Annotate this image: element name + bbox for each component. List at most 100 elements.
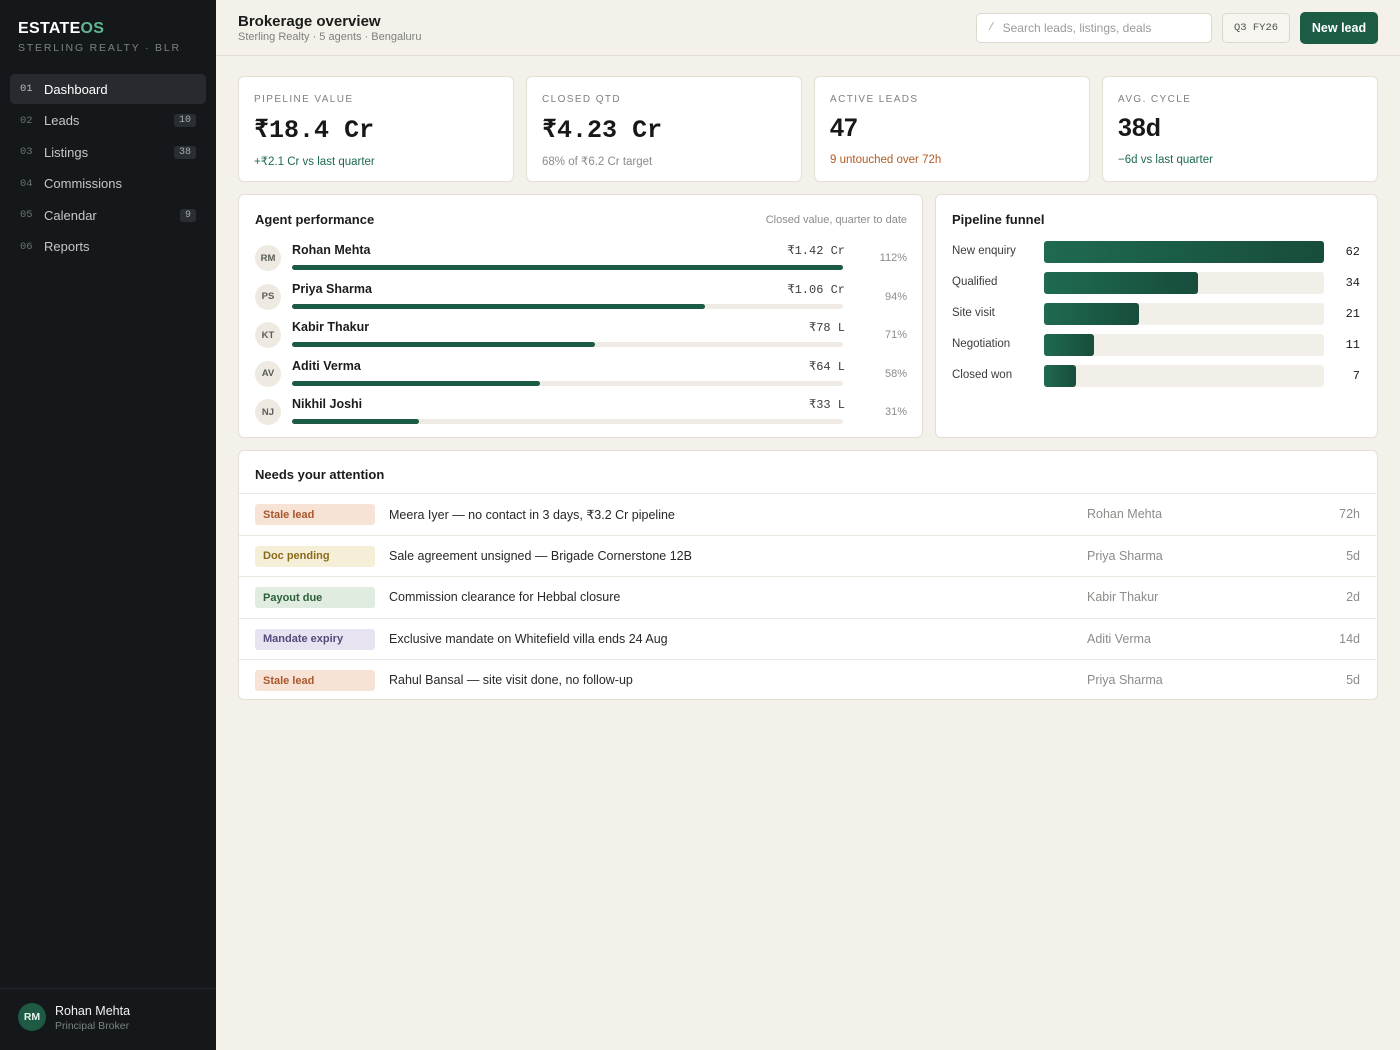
sidebar-item-count: 38 [173,145,196,159]
search-input[interactable]: / Search leads, listings, deals [976,13,1212,43]
page-title: Brokerage overview [238,13,381,30]
agent-name: Rohan Mehta [292,243,371,257]
kpi-note: 9 untouched over 72h [830,154,942,166]
kpi-label: AVG. CYCLE [1118,94,1192,105]
agent-percent: 58% [884,367,907,380]
attention-agent: Rohan Mehta [1087,507,1163,521]
agent-progress-track [292,380,843,386]
funnel-stage-count: 34 [1345,276,1360,290]
brand-subtitle: STERLING REALTY · BLR [18,42,181,54]
funnel-stage-label: Negotiation [952,338,1011,350]
list-item[interactable]: Stale lead Rahul Bansal — site visit don… [239,659,1376,701]
sidebar-nav: 01 Dashboard 02 Leads 10 03 Listings 38 … [10,74,206,263]
agent-row[interactable]: AV Aditi Verma ₹64 L 58% [255,359,907,395]
funnel-stage-count: 11 [1345,338,1360,352]
attention-text: Commission clearance for Hebbal closure [389,590,621,604]
attention-text: Meera Iyer — no contact in 3 days, ₹3.2 … [389,508,675,522]
user-profile[interactable]: RM Rohan Mehta Principal Broker [0,988,216,1050]
agent-progress-fill [292,265,843,270]
brand-accent: OS [80,20,105,37]
attention-agent: Aditi Verma [1087,631,1151,646]
funnel-stage[interactable]: New enquiry 62 [952,241,1360,263]
card-title: Pipeline funnel [952,212,1045,227]
agent-name: Aditi Verma [292,358,361,373]
sidebar-item-number: 02 [20,114,33,127]
agent-progress-fill [292,303,706,309]
funnel-stage[interactable]: Negotiation 11 [952,334,1360,356]
attention-age: 2d [1346,590,1360,604]
sidebar-item-leads[interactable]: 02 Leads 10 [10,106,206,136]
funnel-stage[interactable]: Site visit 21 [952,303,1360,325]
agent-percent: 31% [884,406,907,418]
kpi-label: ACTIVE LEADS [830,94,919,105]
agent-performance-card: Agent performance Closed value, quarter … [238,194,923,438]
funnel-bar-track [1044,334,1324,356]
funnel-stage-label: Closed won [952,369,1013,381]
list-item[interactable]: Mandate expiry Exclusive mandate on Whit… [239,617,1376,660]
status-badge: Doc pending [255,545,375,567]
kpi-card-pipeline-value: PIPELINE VALUE ₹18.4 Cr +₹2.1 Cr vs last… [238,76,514,182]
kpi-note: 68% of ₹6.2 Cr target [542,156,653,168]
kpi-label: CLOSED QTD [542,94,622,105]
agent-row[interactable]: KT Kabir Thakur ₹78 L 71% [255,320,907,356]
agent-name: Priya Sharma [292,281,372,296]
sidebar-item-listings[interactable]: 03 Listings 38 [10,137,206,167]
agent-value: ₹1.06 Cr [787,282,845,297]
attention-age: 72h [1339,507,1360,521]
funnel-bar [1044,334,1094,356]
attention-text: Exclusive mandate on Whitefield villa en… [389,631,668,646]
kpi-note: +₹2.1 Cr vs last quarter [254,156,375,168]
sidebar-item-calendar[interactable]: 05 Calendar 9 [10,200,206,230]
agent-row[interactable]: NJ Nikhil Joshi ₹33 L 31% [255,397,907,433]
period-selector[interactable]: Q3 FY26 [1222,13,1290,43]
new-lead-button[interactable]: New lead [1300,12,1378,44]
avatar: RM [255,245,281,271]
sidebar-item-commissions[interactable]: 04 Commissions [10,169,206,199]
avatar: KT [255,322,281,348]
funnel-stage-label: Qualified [952,276,998,288]
sidebar-item-number: 01 [20,83,33,95]
funnel-bar-track [1044,303,1324,325]
agent-progress-track [292,265,843,270]
list-item[interactable]: Doc pending Sale agreement unsigned — Br… [239,534,1376,577]
agent-row[interactable]: RM Rohan Mehta ₹1.42 Cr 112% [255,243,907,279]
funnel-bar-track [1044,272,1324,294]
kpi-value: 47 [830,114,858,142]
page-subtitle: Sterling Realty · 5 agents · Bengaluru [238,31,422,43]
status-badge: Mandate expiry [255,628,375,650]
agent-name: Kabir Thakur [292,320,370,334]
attention-agent: Kabir Thakur [1087,590,1159,604]
funnel-stage[interactable]: Closed won 7 [952,365,1360,387]
status-badge: Stale lead [255,504,375,525]
funnel-stage-label: Site visit [952,307,995,319]
pipeline-funnel-card: Pipeline funnel New enquiry 62 Qualified… [935,194,1378,438]
agent-progress-track [292,419,843,424]
sidebar-item-label: Reports [44,239,90,254]
funnel-bar [1044,303,1139,325]
funnel-stage-label: New enquiry [952,245,1016,257]
sidebar-item-dashboard[interactable]: 01 Dashboard [10,74,206,104]
card-title: Needs your attention [255,467,385,482]
brand-logo[interactable]: ESTATEOS [18,20,104,38]
kpi-value: ₹4.23 Cr [542,116,663,145]
agent-percent: 71% [884,329,907,341]
agent-value: ₹78 L [808,321,845,335]
card-title: Agent performance [255,212,375,227]
agent-value: ₹33 L [808,398,845,412]
attention-agent: Priya Sharma [1087,673,1163,687]
sidebar-item-number: 03 [20,146,33,158]
attention-age: 5d [1346,673,1360,687]
sidebar-item-number: 06 [20,240,33,253]
attention-text: Rahul Bansal — site visit done, no follo… [389,673,633,687]
kpi-value: 38d [1118,114,1162,142]
agent-name: Nikhil Joshi [292,397,363,411]
funnel-stage[interactable]: Qualified 34 [952,272,1360,294]
funnel-stage-count: 21 [1345,307,1360,321]
list-item[interactable]: Stale lead Meera Iyer — no contact in 3 … [239,493,1376,535]
attention-age: 5d [1346,548,1360,563]
sidebar-item-reports[interactable]: 06 Reports [10,232,206,262]
attention-age: 14d [1339,631,1360,646]
funnel-bar-track [1044,365,1324,387]
list-item[interactable]: Payout due Commission clearance for Hebb… [239,576,1376,618]
agent-row[interactable]: PS Priya Sharma ₹1.06 Cr 94% [255,282,907,318]
